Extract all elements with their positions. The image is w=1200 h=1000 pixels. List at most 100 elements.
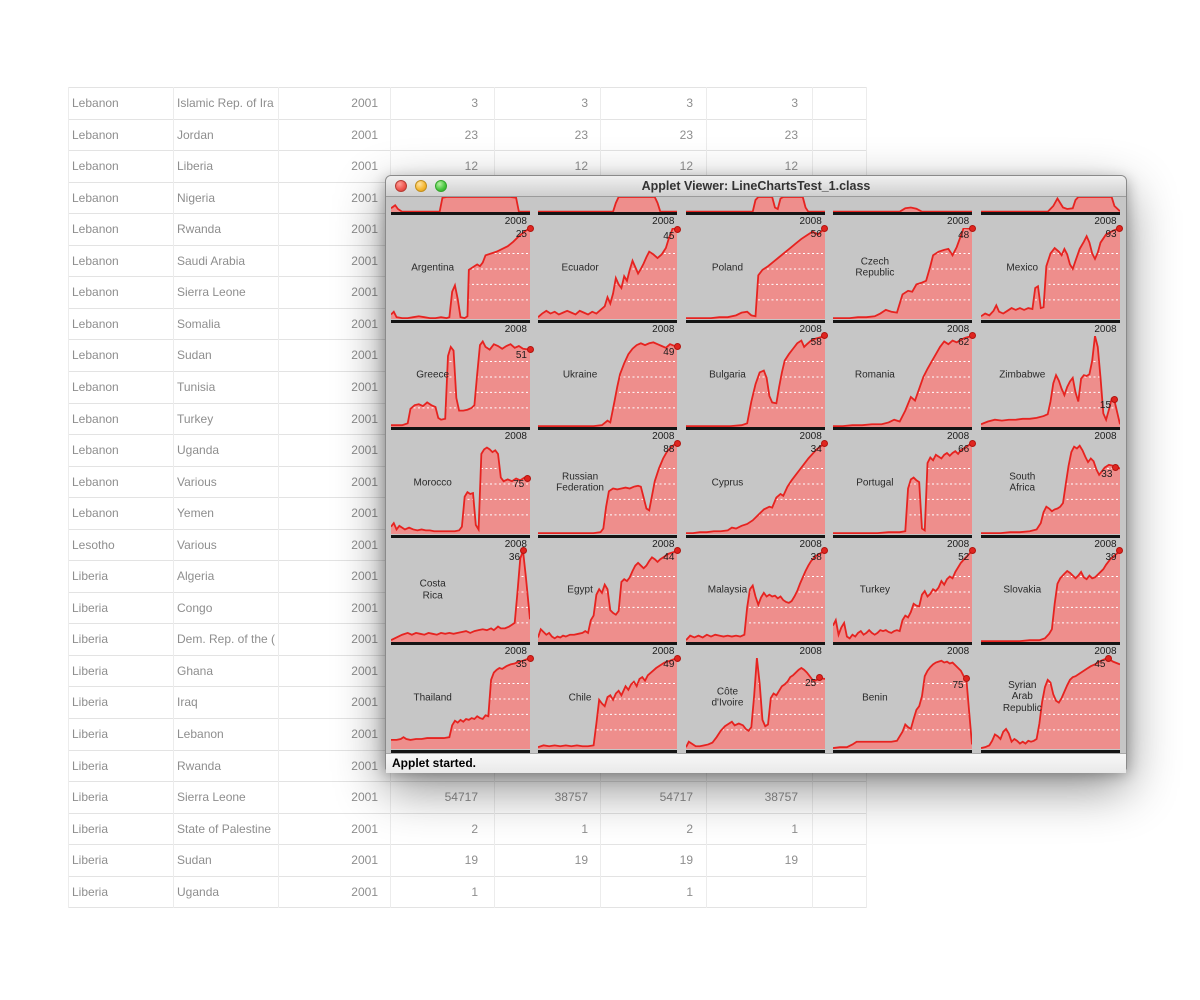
table-cell[interactable]: State of Palestine bbox=[177, 821, 272, 836]
table-cell[interactable]: 2001 bbox=[351, 474, 378, 489]
applet-canvas[interactable]: 2008 Argentina 25 2008 Ecuador 45 2008 Poland 56… bbox=[386, 197, 1126, 753]
table-cell[interactable]: 3 bbox=[791, 96, 798, 110]
chart-cell-ecuador[interactable]: 2008 Ecuador 45 bbox=[538, 215, 681, 323]
table-cell[interactable]: 23 bbox=[574, 127, 588, 142]
table-cell[interactable]: Algeria bbox=[177, 569, 215, 584]
chart-cell-slovakia[interactable]: 2008 Slovakia 39 bbox=[980, 538, 1124, 645]
table-cell[interactable]: 2001 bbox=[351, 285, 378, 300]
chart-cell-cte-divoire[interactable]: 2008 Côte d'Ivoire 25 bbox=[685, 645, 825, 753]
table-cell[interactable]: 2001 bbox=[351, 506, 378, 521]
table-cell[interactable]: Islamic Rep. of Ira bbox=[177, 96, 274, 110]
table-cell[interactable]: Uganda bbox=[177, 443, 220, 458]
table-cell[interactable]: Sudan bbox=[177, 348, 212, 363]
table-cell[interactable]: Sudan bbox=[177, 853, 212, 868]
chart-cell-benin[interactable]: 2008 Benin 75 bbox=[833, 645, 973, 753]
table-cell[interactable]: Various bbox=[177, 474, 217, 489]
table-cell[interactable]: 12 bbox=[464, 159, 478, 174]
table-cell[interactable]: 2001 bbox=[351, 411, 378, 426]
table-cell[interactable]: 54717 bbox=[444, 790, 478, 805]
table-cell[interactable] bbox=[492, 876, 588, 908]
table-cell[interactable]: 23 bbox=[464, 127, 478, 142]
chart-cell-romania[interactable]: 2008 Romania 62 bbox=[833, 323, 976, 430]
table-cell[interactable]: Yemen bbox=[177, 506, 214, 521]
close-button[interactable] bbox=[395, 180, 407, 192]
table-cell[interactable]: Dem. Rep. of the ( bbox=[177, 632, 276, 647]
chart-cell-morocco[interactable]: 2008 Morocco 75 bbox=[391, 430, 531, 538]
table-cell[interactable]: Lebanon bbox=[72, 96, 119, 110]
chart-cell-south-africa[interactable]: 2008 South Africa 33 bbox=[980, 430, 1120, 538]
table-cell[interactable]: Liberia bbox=[72, 600, 109, 615]
table-cell[interactable]: 38757 bbox=[554, 790, 588, 805]
table-cell[interactable]: 2001 bbox=[351, 695, 378, 710]
table-cell[interactable]: 2001 bbox=[351, 663, 378, 678]
chart-cell-portugal[interactable]: 2008 Portugal 66 bbox=[833, 430, 976, 538]
table-cell[interactable]: Lebanon bbox=[72, 379, 119, 394]
chart-cell-thailand[interactable]: 2008 Thailand 35 bbox=[391, 645, 534, 753]
table-cell[interactable] bbox=[702, 876, 798, 908]
chart-cell-czech-republic[interactable]: 2008 Czech Republic 48 bbox=[833, 215, 976, 323]
table-cell[interactable]: Liberia bbox=[72, 632, 109, 647]
table-cell[interactable]: 12 bbox=[574, 159, 588, 174]
table-cell[interactable]: 2 bbox=[471, 821, 478, 836]
window-titlebar[interactable]: Applet Viewer: LineChartsTest_1.class bbox=[386, 176, 1126, 197]
table-cell[interactable]: Lebanon bbox=[72, 474, 119, 489]
chart-cell-mexico[interactable]: 2008 Mexico 93 bbox=[980, 215, 1124, 323]
table-cell[interactable]: 2001 bbox=[351, 96, 378, 110]
table-cell[interactable]: Rwanda bbox=[177, 758, 222, 773]
table-cell[interactable]: Jordan bbox=[177, 127, 214, 142]
table-cell[interactable]: Lebanon bbox=[72, 127, 119, 142]
table-cell[interactable]: Lesotho bbox=[72, 537, 115, 552]
chart-cell-greece[interactable]: 2008 Greece 51 bbox=[391, 323, 534, 430]
table-cell[interactable]: Liberia bbox=[72, 790, 109, 805]
table-cell[interactable]: 3 bbox=[471, 96, 478, 110]
table-cell[interactable]: 2001 bbox=[351, 379, 378, 394]
table-cell[interactable]: Liberia bbox=[72, 727, 109, 741]
table-cell[interactable]: 19 bbox=[574, 853, 588, 868]
table-cell[interactable]: 2001 bbox=[351, 127, 378, 142]
table-cell[interactable]: Lebanon bbox=[72, 190, 119, 205]
table-cell[interactable]: Liberia bbox=[72, 569, 109, 584]
table-cell[interactable]: 12 bbox=[784, 159, 798, 174]
table-cell[interactable]: Sierra Leone bbox=[177, 790, 246, 805]
table-cell[interactable]: Congo bbox=[177, 600, 213, 615]
table-cell[interactable]: 19 bbox=[679, 853, 693, 868]
table-cell[interactable]: 19 bbox=[464, 853, 478, 868]
chart-cell-bulgaria[interactable]: 2008 Bulgaria 58 bbox=[685, 323, 829, 430]
chart-cell-russian-federation[interactable]: 2008 Russian Federation 88 bbox=[538, 430, 681, 538]
table-cell[interactable]: 1 bbox=[686, 884, 693, 899]
table-cell[interactable]: Liberia bbox=[72, 663, 109, 678]
minimize-button[interactable] bbox=[415, 180, 427, 192]
table-cell[interactable]: 2001 bbox=[351, 600, 378, 615]
table-cell[interactable]: 1 bbox=[791, 821, 798, 836]
table-cell[interactable]: 2001 bbox=[351, 853, 378, 868]
table-cell[interactable]: 2001 bbox=[351, 316, 378, 331]
table-cell[interactable]: Lebanon bbox=[72, 159, 119, 174]
table-cell[interactable]: 2001 bbox=[351, 222, 378, 237]
chart-cell-egypt[interactable]: 2008 Egypt 44 bbox=[538, 538, 681, 645]
table-cell[interactable]: 23 bbox=[679, 127, 693, 142]
table-cell[interactable]: 2001 bbox=[351, 758, 378, 773]
table-cell[interactable]: Nigeria bbox=[177, 190, 216, 205]
table-cell[interactable]: Liberia bbox=[177, 159, 214, 174]
table-cell[interactable]: 23 bbox=[784, 127, 798, 142]
table-cell[interactable]: Lebanon bbox=[72, 316, 119, 331]
table-cell[interactable]: Ghana bbox=[177, 663, 214, 678]
table-cell[interactable]: Liberia bbox=[72, 821, 109, 836]
chart-cell-turkey[interactable]: 2008 Turkey 52 bbox=[833, 538, 976, 645]
table-cell[interactable]: Lebanon bbox=[177, 727, 224, 741]
table-cell[interactable]: Liberia bbox=[72, 884, 109, 899]
chart-cell-poland[interactable]: 2008 Poland 56 bbox=[685, 215, 829, 323]
zoom-button[interactable] bbox=[435, 180, 447, 192]
table-cell[interactable]: 2 bbox=[686, 821, 693, 836]
table-cell[interactable]: Lebanon bbox=[72, 222, 119, 237]
chart-cell-cyprus[interactable]: 2008 Cyprus 34 bbox=[685, 430, 829, 538]
table-cell[interactable]: Tunisia bbox=[177, 379, 216, 394]
table-cell[interactable]: 2001 bbox=[351, 159, 378, 174]
table-cell[interactable]: Iraq bbox=[177, 695, 198, 710]
table-cell[interactable]: 12 bbox=[679, 159, 693, 174]
table-cell[interactable]: 19 bbox=[784, 853, 798, 868]
table-cell[interactable]: Sierra Leone bbox=[177, 285, 246, 300]
table-cell[interactable]: Somalia bbox=[177, 316, 221, 331]
table-cell[interactable]: Liberia bbox=[72, 853, 109, 868]
table-cell[interactable]: 1 bbox=[581, 821, 588, 836]
